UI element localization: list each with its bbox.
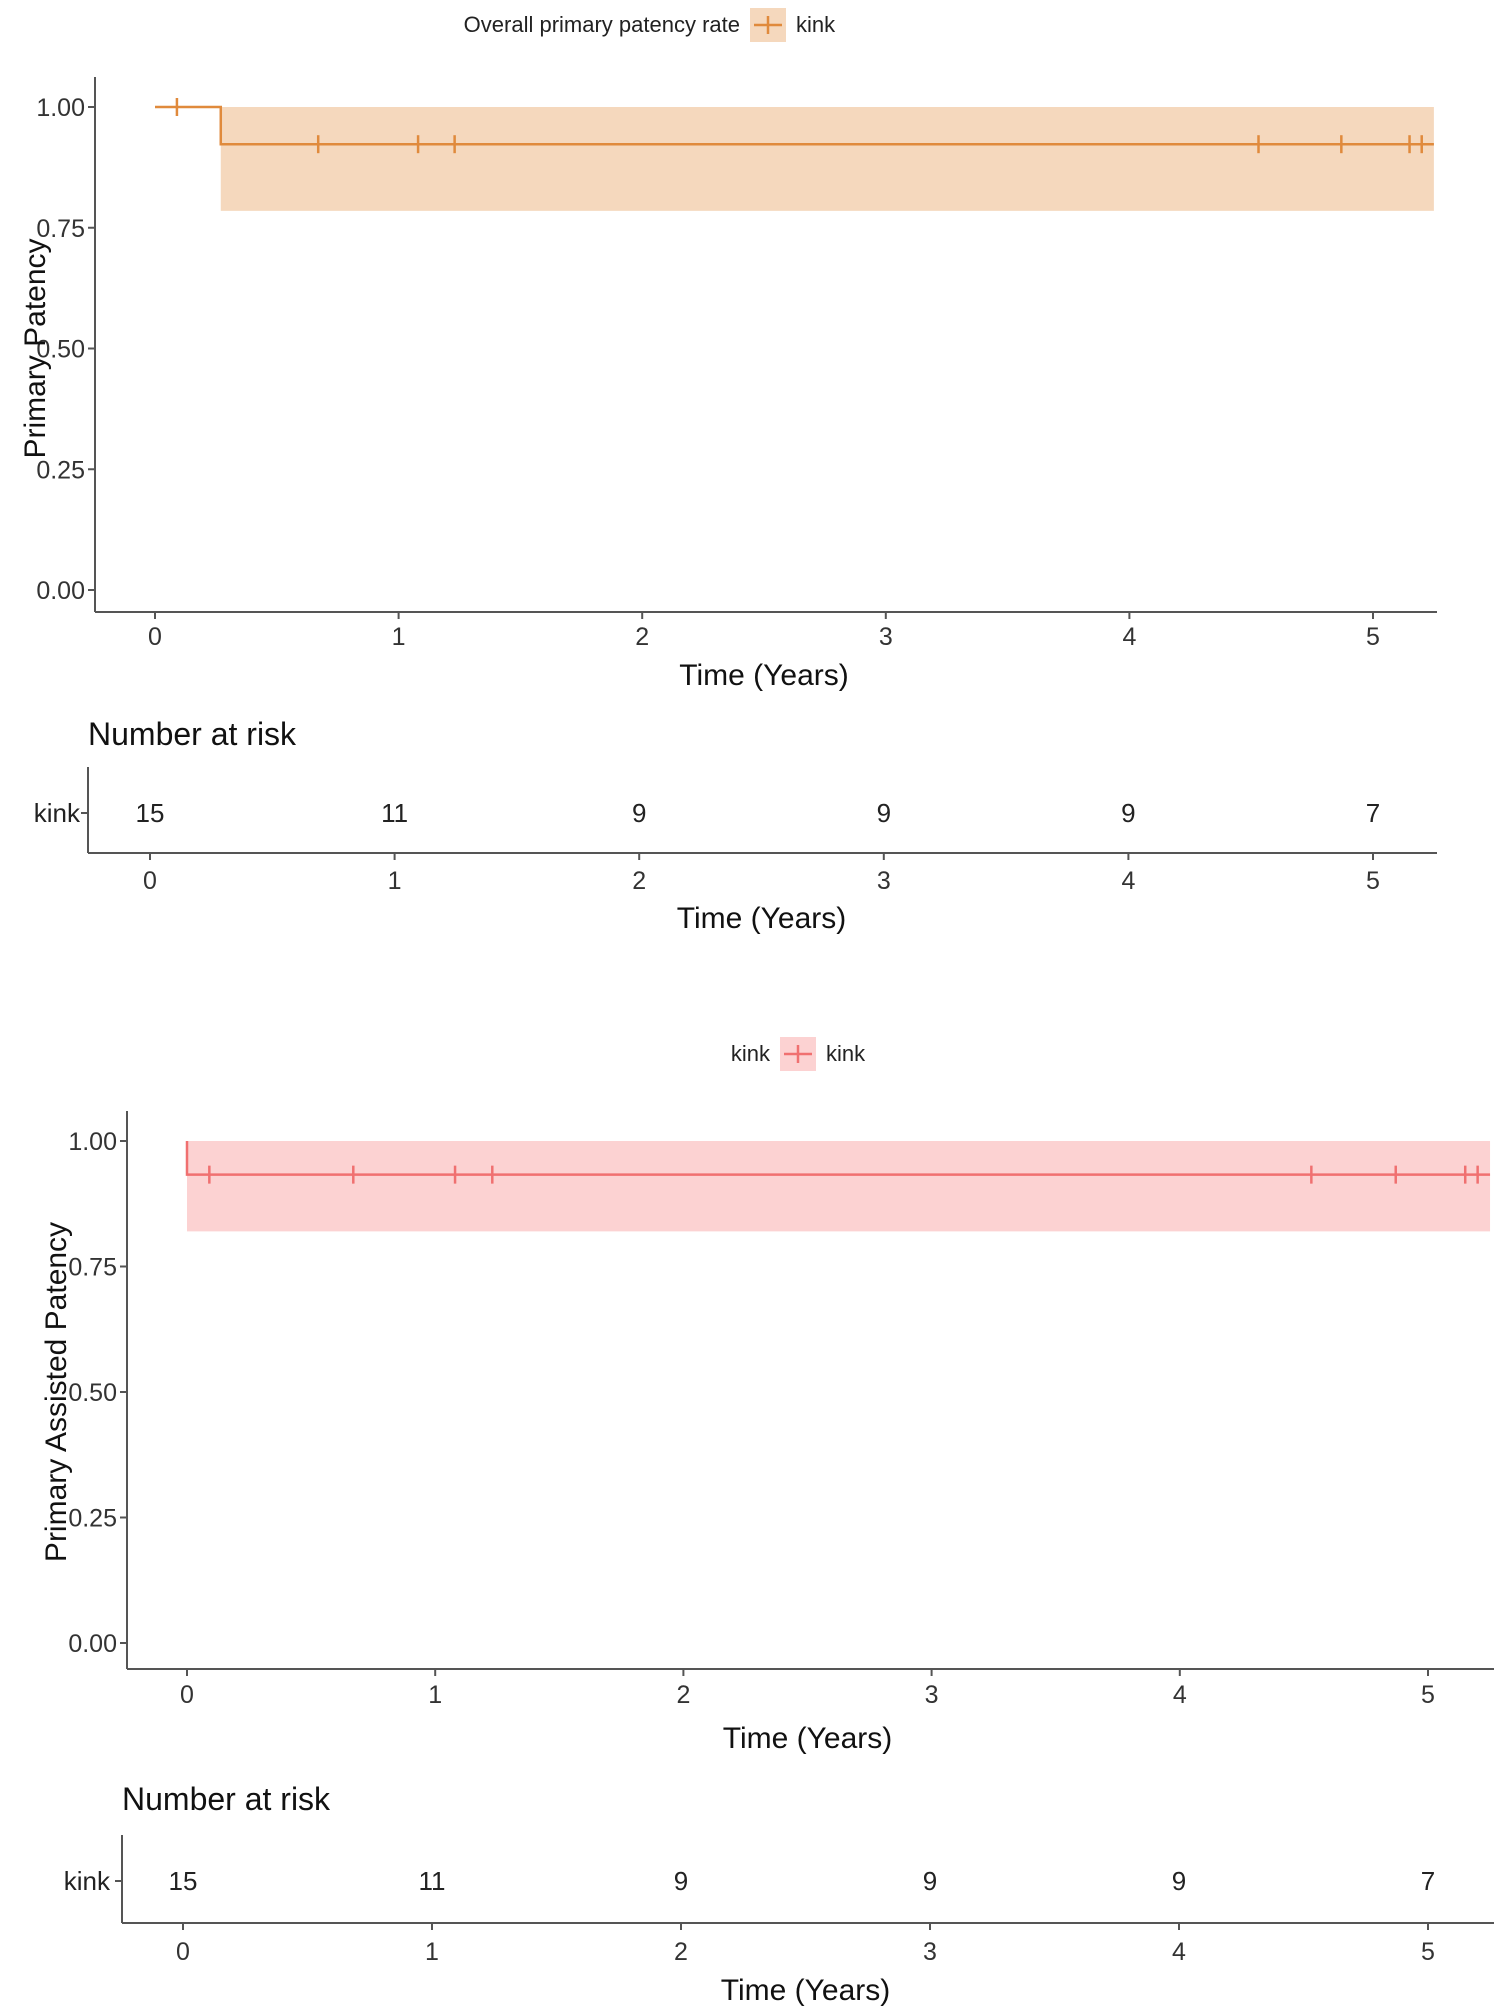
confidence-band (187, 1141, 1491, 1232)
risk-x-tick-label: 1 (388, 867, 402, 895)
risk-strata-label: kink (34, 798, 81, 828)
risk-x-tick-label: 5 (1366, 867, 1380, 895)
y-tick-label: 0.00 (36, 577, 85, 605)
risk-x-tick-label: 0 (176, 1938, 190, 1966)
risk-x-tick-label: 0 (143, 867, 157, 895)
x-tick-label: 3 (879, 623, 893, 651)
risk-count: 11 (419, 1866, 446, 1896)
x-tick-label: 0 (180, 1681, 194, 1709)
risk-x-tick-label: 4 (1172, 1938, 1186, 1966)
y-tick-label: 1.00 (36, 94, 85, 122)
risk-x-tick-label: 2 (632, 867, 646, 895)
risk-count: 9 (923, 1866, 937, 1896)
x-tick-label: 0 (148, 623, 162, 651)
legend-entry: kink (796, 12, 836, 37)
legend-title: kink (731, 1041, 771, 1066)
confidence-band (220, 107, 1434, 211)
x-axis-title: Time (Years) (723, 1722, 892, 1755)
risk-count: 7 (1366, 798, 1380, 828)
y-tick-label: 0.50 (36, 336, 85, 364)
risk-count: 11 (381, 798, 408, 828)
risk-count: 9 (1172, 1866, 1186, 1896)
risk-count: 9 (877, 798, 891, 828)
x-tick-label: 2 (635, 623, 649, 651)
y-tick-label: 0.25 (68, 1505, 117, 1533)
risk-x-tick-label: 3 (923, 1938, 937, 1966)
risk-x-tick-label: 1 (425, 1938, 439, 1966)
y-tick-label: 0.25 (36, 456, 85, 484)
x-tick-label: 3 (925, 1681, 939, 1709)
risk-x-tick-label: 2 (674, 1938, 688, 1966)
risk-table-title: Number at risk (122, 1781, 331, 1817)
risk-x-tick-label: 5 (1421, 1938, 1435, 1966)
y-tick-label: 0.75 (36, 215, 85, 243)
risk-x-tick-label: 3 (877, 867, 891, 895)
x-tick-label: 4 (1173, 1681, 1187, 1709)
x-axis-title: Time (Years) (679, 659, 848, 692)
survival-step-line (185, 1141, 1491, 1176)
risk-x-tick-label: 4 (1121, 867, 1135, 895)
x-tick-label: 2 (676, 1681, 690, 1709)
y-tick-label: 1.00 (68, 1128, 117, 1156)
y-tick-label: 0.75 (68, 1254, 117, 1282)
y-axis-title: Primary Patency (19, 238, 52, 458)
risk-strata-label: kink (64, 1866, 111, 1896)
legend-title: Overall primary patency rate (464, 12, 740, 37)
risk-count: 9 (674, 1866, 688, 1896)
x-tick-label: 4 (1122, 623, 1136, 651)
risk-count: 7 (1421, 1866, 1435, 1896)
risk-x-axis-title: Time (Years) (677, 902, 846, 935)
x-tick-label: 1 (392, 623, 406, 651)
survival-step-line (155, 105, 1434, 146)
risk-table-title: Number at risk (88, 716, 297, 752)
risk-count: 9 (632, 798, 646, 828)
x-tick-label: 1 (428, 1681, 442, 1709)
x-tick-label: 5 (1366, 623, 1380, 651)
risk-count: 15 (169, 1866, 198, 1896)
y-tick-label: 0.50 (68, 1379, 117, 1407)
y-tick-label: 0.00 (68, 1630, 117, 1658)
risk-count: 9 (1121, 798, 1135, 828)
y-axis-title: Primary Assisted Patency (40, 1222, 73, 1562)
risk-x-axis-title: Time (Years) (721, 1974, 890, 2007)
risk-count: 15 (136, 798, 165, 828)
x-tick-label: 5 (1421, 1681, 1435, 1709)
legend-entry: kink (826, 1041, 866, 1066)
